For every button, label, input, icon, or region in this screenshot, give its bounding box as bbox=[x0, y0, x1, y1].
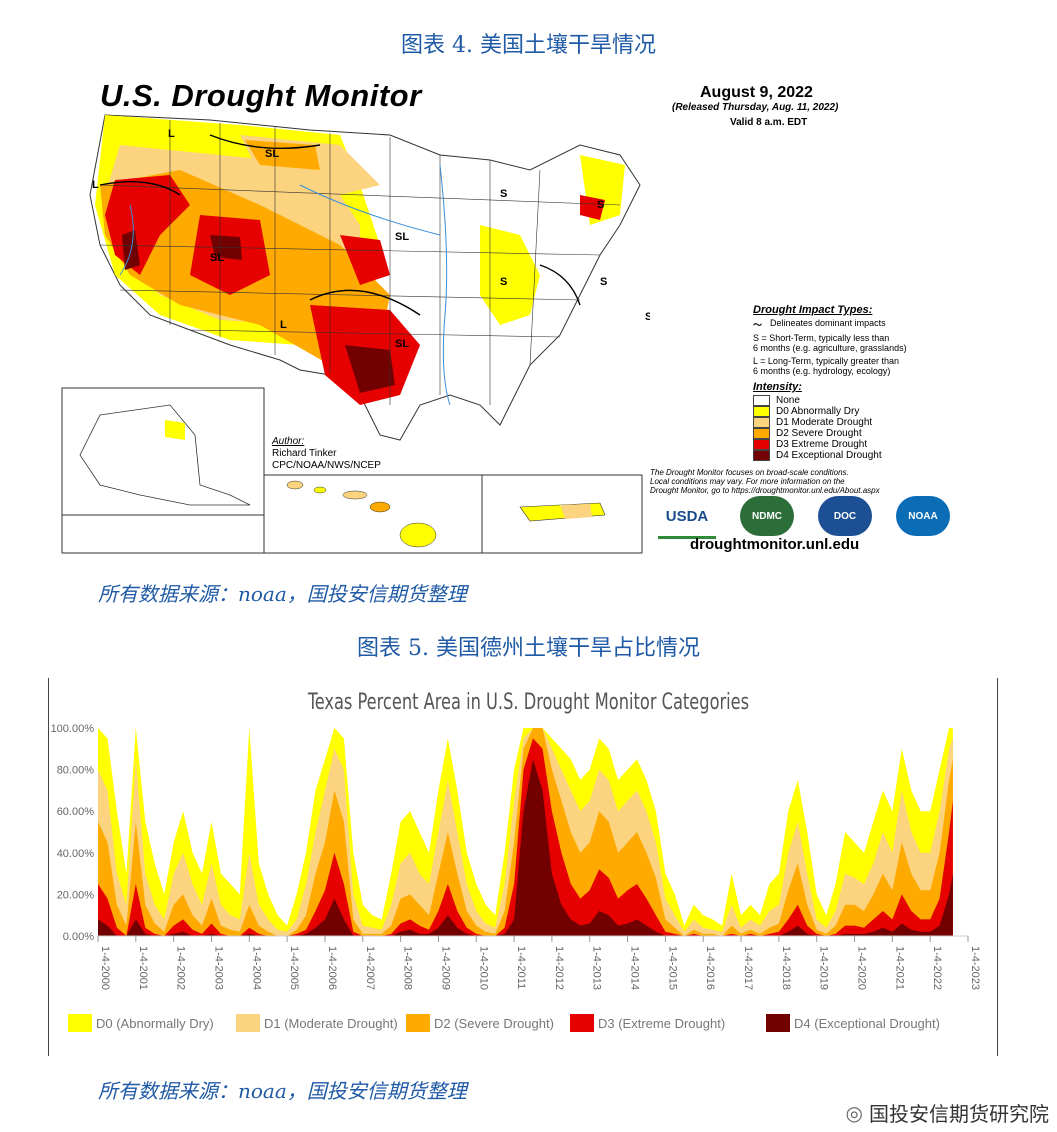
map-date: August 9, 2022 bbox=[700, 84, 813, 101]
impact-curve-icon: 〜 bbox=[753, 320, 763, 330]
x-tick-label: 1-4-2008 bbox=[402, 946, 414, 990]
x-tick-label: 1-4-2003 bbox=[212, 946, 224, 990]
figure5-source: 所有数据来源：noaa，国投安信期货整理 bbox=[98, 1079, 467, 1103]
disclaimer-line-1: Local conditions may vary. For more info… bbox=[650, 477, 845, 486]
impact-line-0: 〜 Delineates dominant impacts bbox=[753, 318, 886, 330]
impact-line-1: S = Short-Term, typically less than bbox=[753, 333, 890, 343]
map-label: S bbox=[500, 276, 507, 288]
noaa-logo: NOAA bbox=[896, 496, 950, 536]
usda-logo: USDA bbox=[658, 496, 716, 539]
x-tick-label: 1-4-2012 bbox=[553, 946, 565, 990]
author-label: Author: bbox=[272, 436, 305, 447]
map-label: S bbox=[597, 199, 604, 211]
website: droughtmonitor.unl.edu bbox=[690, 536, 860, 553]
x-tick-label: 1-4-2017 bbox=[742, 946, 754, 990]
x-tick-label: 1-4-2021 bbox=[893, 946, 905, 990]
x-tick-label: 1-4-2020 bbox=[856, 946, 868, 990]
y-tick-label: 60.00% bbox=[57, 806, 95, 818]
swatch bbox=[753, 450, 770, 461]
x-tick-label: 1-4-2015 bbox=[666, 946, 678, 990]
x-tick-label: 1-4-2019 bbox=[818, 946, 830, 990]
map-label: S bbox=[500, 188, 507, 200]
x-tick-label: 1-4-2004 bbox=[250, 946, 262, 990]
map-label: L bbox=[92, 179, 99, 191]
x-tick-label: 1-4-2000 bbox=[99, 946, 111, 990]
x-tick-label: 1-4-2014 bbox=[629, 946, 641, 990]
legend-label: D4 (Exceptional Drought) bbox=[794, 1016, 940, 1031]
swatch bbox=[753, 428, 770, 439]
map-label: S bbox=[600, 276, 607, 288]
legend-swatch bbox=[68, 1014, 92, 1032]
legend-label: D0 (Abnormally Dry) bbox=[96, 1016, 214, 1031]
author-name: Richard Tinker bbox=[272, 448, 337, 459]
intensity-title: Intensity: bbox=[753, 381, 802, 393]
figure4-source: 所有数据来源：noaa，国投安信期货整理 bbox=[98, 582, 467, 606]
impact-line-4: 6 months (e.g. hydrology, ecology) bbox=[753, 366, 891, 376]
disclaimer-line-2: Drought Monitor, go to https://droughtmo… bbox=[650, 486, 880, 495]
intensity-d1: D1 Moderate Drought bbox=[753, 417, 872, 428]
impact-line-3: L = Long-Term, typically greater than bbox=[753, 356, 899, 366]
author-org: CPC/NOAA/NWS/NCEP bbox=[272, 460, 381, 471]
x-tick-label: 1-4-2013 bbox=[591, 946, 603, 990]
legend-label: D3 (Extreme Drought) bbox=[598, 1016, 725, 1031]
chart-title: Texas Percent Area in U.S. Drought Monit… bbox=[307, 690, 750, 715]
y-tick-label: 80.00% bbox=[57, 765, 95, 777]
swatch bbox=[753, 395, 770, 406]
map-valid: Valid 8 a.m. EDT bbox=[730, 117, 808, 128]
texas-drought-chart: 0.00% 20.00% 40.00% 60.00% 80.00% 100.00% 1-4-… bbox=[51, 723, 981, 1032]
doc-logo: DOC bbox=[818, 496, 872, 536]
x-tick-label: 1-4-2006 bbox=[326, 946, 338, 990]
figure4-caption: 图表 4. 美国土壤干旱情况 bbox=[401, 33, 656, 58]
y-tick-label: 0.00% bbox=[63, 931, 94, 943]
chart-frame bbox=[48, 678, 998, 1056]
map-label: SL bbox=[395, 231, 409, 243]
ndmc-logo: NDMC bbox=[740, 496, 794, 536]
figure5-caption: 图表 5. 美国德州土壤干旱占比情况 bbox=[357, 636, 700, 661]
map-label: S bbox=[645, 311, 650, 323]
drought-map: L SL L S S S SL SL SL L SL S S S SL S L … bbox=[60, 75, 650, 555]
map-released: (Released Thursday, Aug. 11, 2022) bbox=[672, 102, 839, 113]
map-label: SL bbox=[210, 252, 224, 264]
x-tick-label: 1-4-2001 bbox=[137, 946, 149, 990]
x-tick-label: 1-4-2022 bbox=[931, 946, 943, 990]
disclaimer-line-0: The Drought Monitor focuses on broad-sca… bbox=[650, 468, 849, 477]
x-tick-label: 1-4-2002 bbox=[175, 946, 187, 990]
map-label: L bbox=[168, 128, 175, 140]
impact-line-2: 6 months (e.g. agriculture, grasslands) bbox=[753, 343, 907, 353]
legend-label: D1 (Moderate Drought) bbox=[264, 1016, 398, 1031]
impact-title: Drought Impact Types: bbox=[753, 304, 873, 316]
legend-swatch bbox=[570, 1014, 594, 1032]
x-tick-label: 1-4-2009 bbox=[439, 946, 451, 990]
x-tick-label: 1-4-2007 bbox=[364, 946, 376, 990]
x-tick-label: 1-4-2023 bbox=[969, 946, 981, 990]
legend-swatch bbox=[236, 1014, 260, 1032]
legend-swatch bbox=[406, 1014, 430, 1032]
x-tick-label: 1-4-2011 bbox=[515, 946, 527, 989]
intensity-d0: D0 Abnormally Dry bbox=[753, 406, 859, 417]
x-tick-label: 1-4-2005 bbox=[288, 946, 300, 990]
intensity-d2: D2 Severe Drought bbox=[753, 428, 862, 439]
intensity-none: None bbox=[753, 395, 800, 406]
wechat-icon: ◎ bbox=[845, 1100, 863, 1125]
map-label: L bbox=[280, 319, 287, 331]
y-tick-label: 20.00% bbox=[57, 889, 95, 901]
x-tick-label: 1-4-2010 bbox=[477, 946, 489, 990]
map-label: SL bbox=[265, 148, 279, 160]
y-tick-label: 100.00% bbox=[51, 723, 95, 735]
intensity-d4: D4 Exceptional Drought bbox=[753, 450, 882, 461]
map-title: U.S. Drought Monitor bbox=[100, 78, 422, 113]
series-area-4 bbox=[98, 759, 953, 936]
legend-swatch bbox=[766, 1014, 790, 1032]
intensity-d3: D3 Extreme Drought bbox=[753, 439, 867, 450]
swatch bbox=[753, 406, 770, 417]
x-tick-label: 1-4-2018 bbox=[780, 946, 792, 990]
swatch bbox=[753, 417, 770, 428]
y-tick-label: 40.00% bbox=[57, 848, 95, 860]
swatch bbox=[753, 439, 770, 450]
map-label: SL bbox=[395, 338, 409, 350]
footer: ◎ 国投安信期货研究院 bbox=[845, 1100, 1049, 1127]
x-tick-label: 1-4-2016 bbox=[704, 946, 716, 990]
legend-label: D2 (Severe Drought) bbox=[434, 1016, 554, 1031]
